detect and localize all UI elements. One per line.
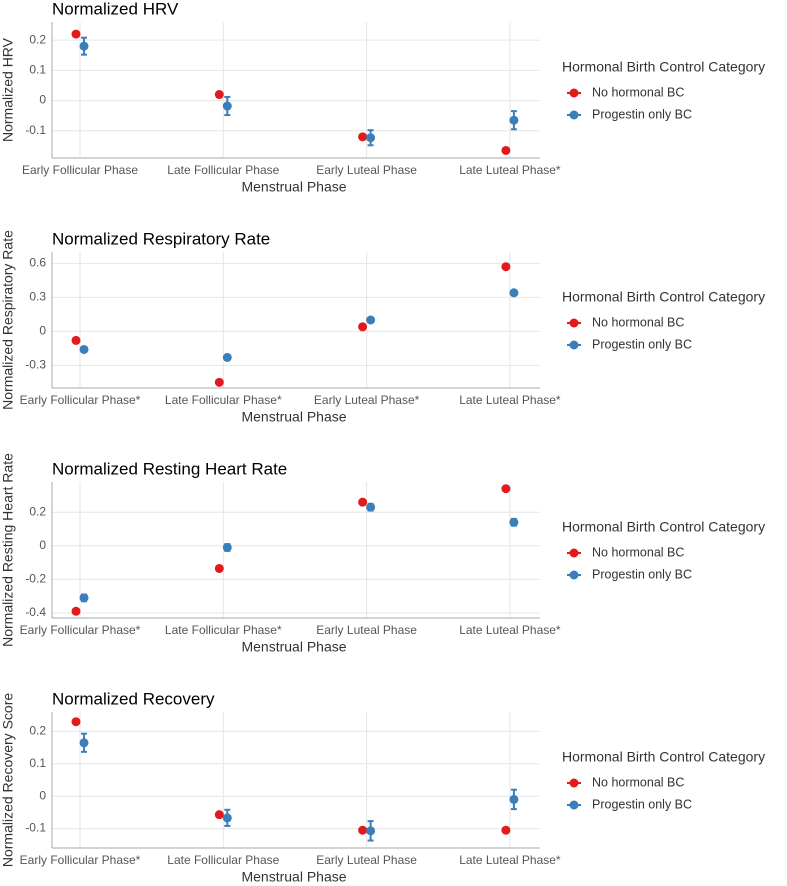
legend-label: Progestin only BC: [592, 107, 692, 121]
y-tick-label: -0.2: [25, 572, 46, 586]
y-axis-title: Normalized HRV: [0, 37, 16, 142]
y-axis-title: Normalized Respiratory Rate: [0, 230, 16, 410]
legend-label: Progestin only BC: [592, 797, 692, 811]
point: [214, 90, 224, 100]
y-tick-label: 0.2: [29, 504, 46, 518]
y-tick-label: 0: [39, 538, 46, 552]
x-tick-label: Late Luteal Phase*: [459, 393, 561, 407]
point: [222, 352, 232, 362]
point: [71, 335, 81, 345]
point: [358, 825, 368, 835]
x-axis-title: Menstrual Phase: [241, 869, 346, 885]
point: [366, 826, 376, 836]
y-axis-title: Normalized Recovery Score: [0, 693, 16, 867]
y-tick-label: -0.1: [25, 123, 46, 137]
point: [79, 738, 89, 748]
chart-title: Normalized Resting Heart Rate: [52, 459, 287, 478]
x-tick-label: Late Follicular Phase*: [165, 393, 282, 407]
x-tick-label: Early Follicular Phase: [22, 163, 138, 177]
x-axis-title: Menstrual Phase: [241, 409, 346, 425]
point: [366, 502, 376, 512]
x-tick-label: Early Follicular Phase*: [20, 853, 141, 867]
x-tick-label: Late Luteal Phase*: [459, 623, 561, 637]
y-axis-title: Normalized Resting Heart Rate: [0, 453, 16, 647]
legend-title: Hormonal Birth Control Category: [562, 749, 765, 765]
point: [214, 377, 224, 387]
point: [358, 497, 368, 507]
x-tick-label: Late Luteal Phase*: [459, 163, 561, 177]
point: [71, 717, 81, 727]
point: [358, 322, 368, 332]
y-tick-label: -0.3: [25, 358, 46, 372]
point: [501, 145, 511, 155]
y-tick-label: 0.2: [29, 724, 46, 738]
y-tick-label: 0.1: [29, 63, 46, 77]
point: [509, 517, 519, 527]
x-tick-label: Early Luteal Phase*: [314, 393, 420, 407]
legend-label: Progestin only BC: [592, 337, 692, 351]
legend-label: No hormonal BC: [592, 545, 684, 559]
y-tick-label: 0.6: [29, 256, 46, 270]
x-tick-label: Early Luteal Phase: [316, 163, 417, 177]
point: [366, 315, 376, 325]
point: [214, 563, 224, 573]
point: [509, 794, 519, 804]
point: [79, 41, 89, 51]
point: [214, 810, 224, 820]
x-tick-label: Late Follicular Phase: [167, 163, 279, 177]
x-axis-title: Menstrual Phase: [241, 639, 346, 655]
y-tick-label: -0.4: [25, 605, 46, 619]
point: [501, 825, 511, 835]
point: [366, 133, 376, 143]
x-tick-label: Early Follicular Phase*: [20, 623, 141, 637]
point: [358, 132, 368, 142]
y-tick-label: -0.1: [25, 821, 46, 835]
x-tick-label: Early Follicular Phase*: [20, 393, 141, 407]
y-tick-label: 0.3: [29, 290, 46, 304]
legend-title: Hormonal Birth Control Category: [562, 59, 765, 75]
point: [501, 262, 511, 272]
point: [79, 593, 89, 603]
legend-label: Progestin only BC: [592, 567, 692, 581]
y-tick-label: 0.2: [29, 32, 46, 46]
x-tick-label: Early Luteal Phase: [316, 623, 417, 637]
y-tick-label: 0: [39, 93, 46, 107]
point: [222, 542, 232, 552]
x-tick-label: Late Follicular Phase*: [165, 623, 282, 637]
point: [509, 288, 519, 298]
y-tick-label: 0.1: [29, 756, 46, 770]
point: [79, 344, 89, 354]
chart-title: Normalized Recovery: [52, 689, 215, 708]
x-tick-label: Late Follicular Phase: [167, 853, 279, 867]
point: [501, 484, 511, 494]
chart-title: Normalized HRV: [52, 0, 179, 18]
legend-label: No hormonal BC: [592, 775, 684, 789]
point: [71, 606, 81, 616]
legend-title: Hormonal Birth Control Category: [562, 289, 765, 305]
y-tick-label: 0: [39, 788, 46, 802]
point: [222, 813, 232, 823]
x-tick-label: Early Luteal Phase: [316, 853, 417, 867]
x-tick-label: Late Luteal Phase*: [459, 853, 561, 867]
point: [222, 101, 232, 111]
legend-label: No hormonal BC: [592, 315, 684, 329]
x-axis-title: Menstrual Phase: [241, 179, 346, 195]
point: [509, 115, 519, 125]
legend-label: No hormonal BC: [592, 85, 684, 99]
point: [71, 29, 81, 39]
legend-title: Hormonal Birth Control Category: [562, 519, 765, 535]
chart-title: Normalized Respiratory Rate: [52, 229, 270, 248]
y-tick-label: 0: [39, 324, 46, 338]
